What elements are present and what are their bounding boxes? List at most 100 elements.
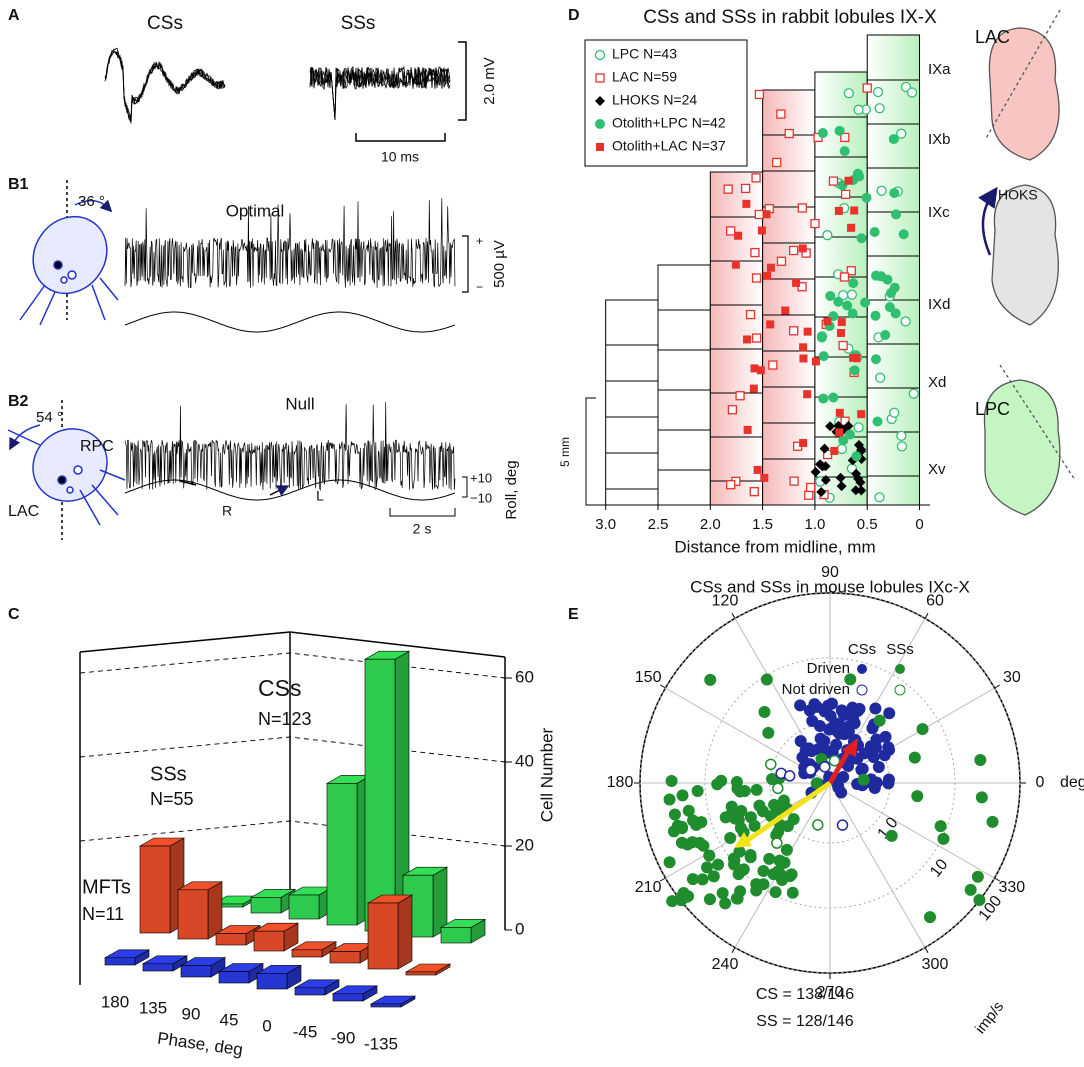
cell-dot	[870, 354, 881, 365]
cell-dot	[707, 870, 720, 883]
cell-dot	[700, 861, 713, 874]
bar	[177, 889, 209, 940]
cell-dot	[704, 673, 717, 686]
cell-dot	[834, 206, 843, 215]
cell-dot	[851, 451, 862, 462]
cell-dot	[768, 798, 781, 811]
legend-dot	[895, 664, 905, 674]
legend-entry: Otolith+LPC N=42	[612, 115, 726, 131]
cell-dot	[804, 490, 814, 500]
cell-dot	[751, 173, 761, 183]
cell-dot	[853, 104, 864, 115]
cell-dot	[803, 327, 812, 336]
cell-dot	[756, 366, 765, 375]
cell-dot	[750, 364, 759, 373]
bar	[367, 902, 399, 970]
cell-dot	[750, 884, 763, 897]
cell-dot	[964, 883, 977, 896]
grid-line	[79, 820, 506, 847]
cell-dot	[830, 738, 843, 751]
bar	[370, 1003, 402, 1008]
x-tick-label: 90	[182, 1004, 201, 1023]
cell-dot	[750, 783, 763, 796]
cell-dot	[818, 734, 831, 747]
cell-dot	[835, 428, 844, 437]
angle-tick	[660, 684, 666, 689]
cell-dot	[744, 851, 757, 864]
cell-dot	[792, 278, 801, 287]
angle-label: 60	[926, 592, 944, 609]
cell-dot	[797, 203, 807, 213]
cell-dot	[873, 714, 886, 727]
cell-dot	[743, 335, 752, 344]
cell-dot	[857, 410, 866, 419]
lobule-map: 3.0 2.5 2.0 1.5 1.0 0.5 0 IXa IXb IXc IXd Xd Xv	[590, 34, 951, 533]
cell-dot	[804, 764, 817, 776]
roll-label: Roll, deg	[503, 460, 520, 519]
cell-dot	[847, 308, 858, 319]
cell-dot	[833, 296, 844, 307]
cell-dot	[772, 157, 782, 168]
panel-label: C	[8, 606, 20, 623]
lobule-label: IXc	[928, 204, 950, 221]
cell-dot	[825, 290, 836, 301]
cell-dot	[816, 487, 827, 498]
legend-dot	[856, 684, 868, 696]
mean-vector-head	[734, 832, 752, 848]
cell-dot	[676, 789, 689, 802]
cell-dot	[844, 429, 855, 440]
x-tick-label: -135	[364, 1034, 398, 1053]
cell-dot	[789, 326, 799, 336]
bar	[104, 957, 136, 966]
cell-dot	[937, 832, 950, 845]
cell-dot	[818, 351, 829, 362]
cell-dot	[870, 776, 883, 789]
angle-label: 36 °	[78, 193, 105, 210]
scale-plus: +	[476, 234, 483, 248]
cell-dot	[872, 416, 883, 427]
bar	[256, 973, 288, 990]
cell-dot	[880, 329, 891, 340]
legend-entry: LPC N=43	[612, 46, 677, 62]
scale-bar	[462, 476, 468, 498]
angle-label: 150	[635, 669, 662, 686]
cell-dot	[986, 815, 999, 828]
cell-dot	[735, 391, 745, 401]
cell-dot	[819, 443, 830, 454]
x-tick-label: 1.5	[752, 516, 773, 533]
cell-dot	[851, 468, 862, 479]
cell-dot	[740, 183, 751, 194]
lobule-column	[605, 299, 659, 506]
chart-frame	[79, 631, 506, 985]
cell-dot	[900, 316, 911, 327]
cell-dot	[850, 206, 859, 215]
x-tick-label: 3.0	[595, 516, 616, 533]
cell-dot	[864, 740, 877, 753]
cell-dot	[820, 475, 831, 486]
bar	[291, 949, 323, 958]
cell-dot	[696, 873, 709, 886]
lobule-label: IXa	[928, 61, 951, 78]
scale-label: 10 ms	[381, 149, 419, 165]
animal-label: LAC	[975, 27, 1010, 47]
cell-dot	[836, 329, 845, 338]
cell-dot	[753, 465, 762, 474]
angle-label: 240	[712, 956, 739, 973]
cell-dot	[840, 132, 850, 143]
cell-dot	[828, 754, 841, 767]
cell-dot	[834, 125, 845, 136]
x-tick-label: 2.5	[648, 516, 669, 533]
cell-dot	[850, 485, 861, 496]
radial-grid	[639, 592, 1021, 974]
scale-label: 5 mm	[558, 437, 572, 467]
cell-dot	[825, 421, 836, 432]
cell-dot	[595, 73, 605, 83]
cell-dot	[911, 790, 924, 803]
cell-dot	[856, 233, 867, 244]
cell-dot	[837, 318, 846, 327]
bar	[139, 845, 171, 934]
angle-label: 180	[607, 774, 634, 791]
legend-dot	[894, 684, 906, 696]
cell-dot	[883, 743, 896, 756]
